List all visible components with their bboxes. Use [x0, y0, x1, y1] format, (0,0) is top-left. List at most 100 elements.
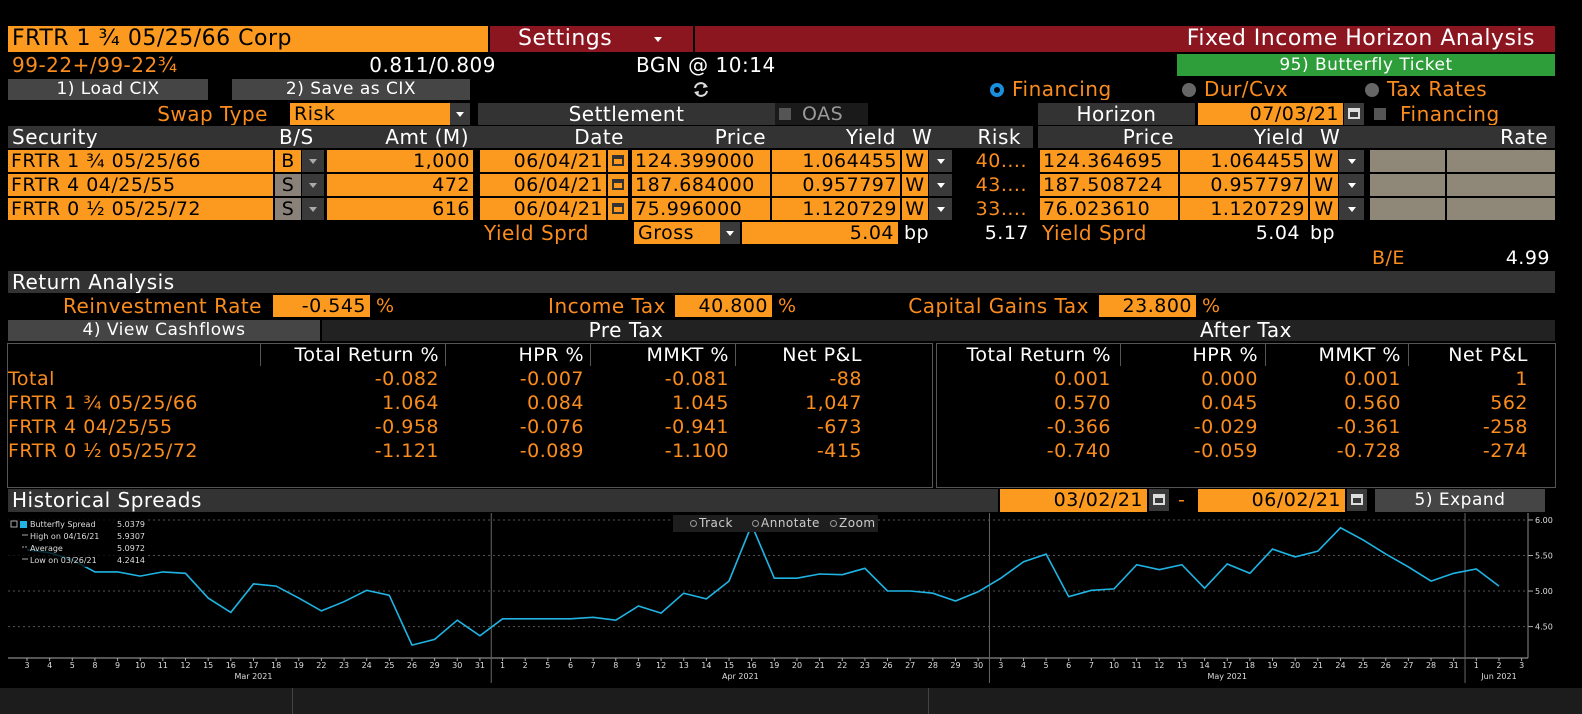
- trade-cell[interactable]: 124.399000: [632, 150, 770, 172]
- percent-sign: %: [376, 295, 395, 317]
- trade-cell[interactable]: 187.508724: [1040, 174, 1178, 196]
- caret: [654, 37, 662, 42]
- caret: [1347, 159, 1356, 164]
- calendar-icon[interactable]: [608, 150, 628, 172]
- trade-cell[interactable]: 06/04/21: [480, 198, 606, 220]
- calendar-icon[interactable]: [1347, 489, 1367, 511]
- security-field[interactable]: FRTR 1 ¾ 05/25/66 Corp: [8, 26, 488, 52]
- column-header: Risk: [977, 126, 1021, 148]
- trade-cell[interactable]: W: [902, 150, 928, 172]
- dropdown-arrow[interactable]: [1339, 198, 1364, 220]
- horizon-date[interactable]: 07/03/21: [1198, 103, 1343, 125]
- rate-cell[interactable]: [1447, 150, 1555, 172]
- trade-cell[interactable]: 124.364695: [1040, 150, 1178, 172]
- rate-cell[interactable]: [1370, 150, 1445, 172]
- from-date[interactable]: 03/02/21: [1000, 489, 1147, 512]
- dropdown-arrow[interactable]: [302, 150, 324, 172]
- rate-cell[interactable]: [1370, 198, 1445, 220]
- trade-cell[interactable]: S: [275, 174, 301, 196]
- trade-cell[interactable]: FRTR 1 ¾ 05/25/66: [8, 150, 273, 172]
- rate-input[interactable]: -0.545: [273, 295, 370, 317]
- trade-cell[interactable]: 06/04/21: [480, 150, 606, 172]
- trade-cell[interactable]: 0.957797: [772, 174, 900, 196]
- radio-label[interactable]: Dur/Cvx: [1204, 79, 1289, 100]
- calendar-icon[interactable]: [1344, 103, 1364, 125]
- trade-cell[interactable]: 472: [327, 174, 473, 196]
- oas-checkbox[interactable]: [779, 108, 791, 120]
- calendar-icon[interactable]: [1149, 489, 1169, 511]
- refresh-icon[interactable]: [690, 79, 712, 100]
- x-tick-label: 18: [1245, 661, 1255, 670]
- trade-cell[interactable]: 76.023610: [1040, 198, 1178, 220]
- radio[interactable]: [1365, 83, 1379, 97]
- x-tick-label: 16: [226, 661, 236, 670]
- spread-risk: 5.17: [984, 222, 1029, 244]
- toolbar-button[interactable]: Track: [699, 516, 733, 530]
- trade-cell[interactable]: W: [1310, 198, 1338, 220]
- calendar-glyph: [612, 203, 624, 214]
- expand-button[interactable]: 5) Expand: [1375, 489, 1545, 512]
- dropdown-arrow[interactable]: [929, 150, 952, 172]
- save-cix[interactable]: 2) Save as CIX: [232, 79, 470, 100]
- x-tick-label: 30: [973, 661, 983, 670]
- radio-label[interactable]: Tax Rates: [1387, 79, 1488, 100]
- trade-cell[interactable]: B: [275, 150, 301, 172]
- trade-cell[interactable]: 1.064455: [772, 150, 900, 172]
- toolbar-button[interactable]: Annotate: [761, 516, 820, 530]
- dropdown-arrow[interactable]: [1339, 174, 1364, 196]
- spread-line: [26, 522, 1500, 647]
- return-value: -0.076: [519, 416, 584, 438]
- rate-input[interactable]: 40.800: [675, 295, 772, 317]
- calendar-icon[interactable]: [608, 174, 628, 196]
- trade-cell[interactable]: W: [1310, 150, 1338, 172]
- trade-cell[interactable]: W: [902, 174, 928, 196]
- rate-input[interactable]: 23.800: [1099, 295, 1196, 317]
- trade-cell[interactable]: 1.120729: [1180, 198, 1308, 220]
- spread-mode[interactable]: Gross: [634, 222, 720, 244]
- swap-type-select[interactable]: Risk: [290, 103, 450, 125]
- trade-cell[interactable]: S: [275, 198, 301, 220]
- trade-cell[interactable]: 616: [327, 198, 473, 220]
- dropdown-arrow[interactable]: [929, 174, 952, 196]
- rate-cell[interactable]: [1370, 174, 1445, 196]
- quote: 99-22+/99-22¾: [12, 54, 178, 76]
- calendar-icon[interactable]: [608, 198, 628, 220]
- trade-cell[interactable]: 1.120729: [772, 198, 900, 220]
- x-tick-label: 10: [135, 661, 145, 670]
- dropdown-arrow[interactable]: [929, 198, 952, 220]
- x-tick-label: 25: [1358, 661, 1368, 670]
- trade-cell[interactable]: FRTR 4 04/25/55: [8, 174, 273, 196]
- radio[interactable]: [990, 83, 1004, 97]
- trade-cell[interactable]: W: [902, 198, 928, 220]
- rate-cell[interactable]: [1447, 174, 1555, 196]
- radio-label[interactable]: Financing: [1012, 79, 1112, 100]
- financing-checkbox[interactable]: [1374, 108, 1386, 120]
- rate-cell[interactable]: [1447, 198, 1555, 220]
- trade-cell[interactable]: 187.684000: [632, 174, 770, 196]
- to-date[interactable]: 06/02/21: [1198, 489, 1345, 512]
- dropdown-arrow[interactable]: [720, 222, 740, 244]
- oas-label: OAS: [802, 103, 844, 125]
- trade-cell[interactable]: FRTR 0 ½ 05/25/72: [8, 198, 273, 220]
- column-header: MMKT %: [1265, 344, 1405, 366]
- dropdown-arrow[interactable]: [1339, 150, 1364, 172]
- trade-cell: 33....: [975, 198, 1027, 220]
- x-tick-label: 22: [316, 661, 326, 670]
- x-tick-label: 5: [70, 661, 75, 670]
- butterfly-ticket[interactable]: 95) Butterfly Ticket: [1177, 54, 1555, 76]
- load-cix[interactable]: 1) Load CIX: [8, 79, 208, 100]
- dropdown-arrow[interactable]: [302, 198, 324, 220]
- dropdown-arrow[interactable]: [450, 103, 470, 125]
- radio[interactable]: [1182, 83, 1196, 97]
- trade-cell[interactable]: W: [1310, 174, 1338, 196]
- trade-cell[interactable]: 06/04/21: [480, 174, 606, 196]
- view-cashflows[interactable]: 4) View Cashflows: [8, 320, 320, 341]
- spread-value[interactable]: 5.04: [742, 222, 898, 244]
- toolbar-button[interactable]: Zoom: [839, 516, 876, 530]
- trade-cell[interactable]: 0.957797: [1180, 174, 1308, 196]
- dropdown-arrow[interactable]: [648, 26, 668, 52]
- trade-cell[interactable]: 75.996000: [632, 198, 770, 220]
- trade-cell[interactable]: 1,000: [327, 150, 473, 172]
- dropdown-arrow[interactable]: [302, 174, 324, 196]
- trade-cell[interactable]: 1.064455: [1180, 150, 1308, 172]
